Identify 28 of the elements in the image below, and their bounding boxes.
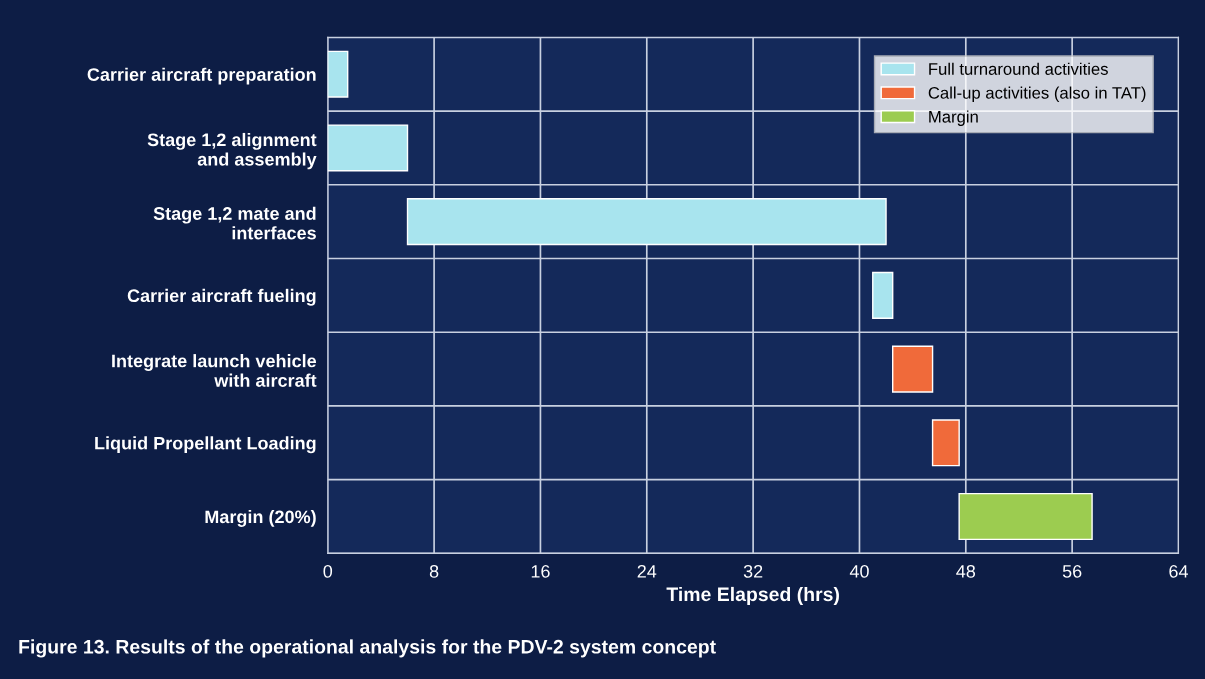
- x-tick-label: 40: [849, 564, 869, 578]
- bar: [406, 198, 887, 246]
- bar: [931, 419, 960, 467]
- bar: [327, 124, 409, 172]
- caption: Figure 13. Results of the operational analysis for the PDV-2 system concept: [19, 639, 716, 658]
- x-tick-label: 56: [1062, 564, 1082, 578]
- legend-label: Call-up activities (also in TAT): [928, 86, 1146, 103]
- y-tick-label: Stage 1,2 alignment and assembly: [147, 132, 317, 170]
- y-tick-label: Margin (20%): [205, 509, 316, 527]
- x-tick-label: 8: [429, 564, 439, 578]
- y-tick-label: Carrier aircraft fueling: [127, 288, 316, 306]
- x-axis-title: Time Elapsed (hrs): [666, 586, 839, 606]
- x-tick-label: 64: [1169, 564, 1188, 578]
- legend-label: Margin: [929, 110, 978, 126]
- y-tick-label: Carrier aircraft preparation: [87, 67, 316, 85]
- x-tick-label: 16: [531, 564, 550, 578]
- legend-label: Full turnaround activities: [929, 62, 1108, 75]
- y-tick-label: Liquid Propellant Loading: [95, 436, 316, 454]
- bar: [958, 492, 1093, 541]
- y-tick-label: Integrate launch vehicle with aircraft: [112, 354, 317, 387]
- y-tick-label: Stage 1,2 mate and interfaces: [153, 206, 316, 240]
- bar: [872, 271, 894, 319]
- x-tick-label: 0: [323, 564, 333, 578]
- bar: [327, 50, 349, 98]
- x-tick-label: 24: [637, 564, 657, 578]
- x-tick-label: 32: [743, 564, 763, 578]
- x-tick-label: 48: [956, 564, 976, 578]
- bar: [892, 345, 934, 393]
